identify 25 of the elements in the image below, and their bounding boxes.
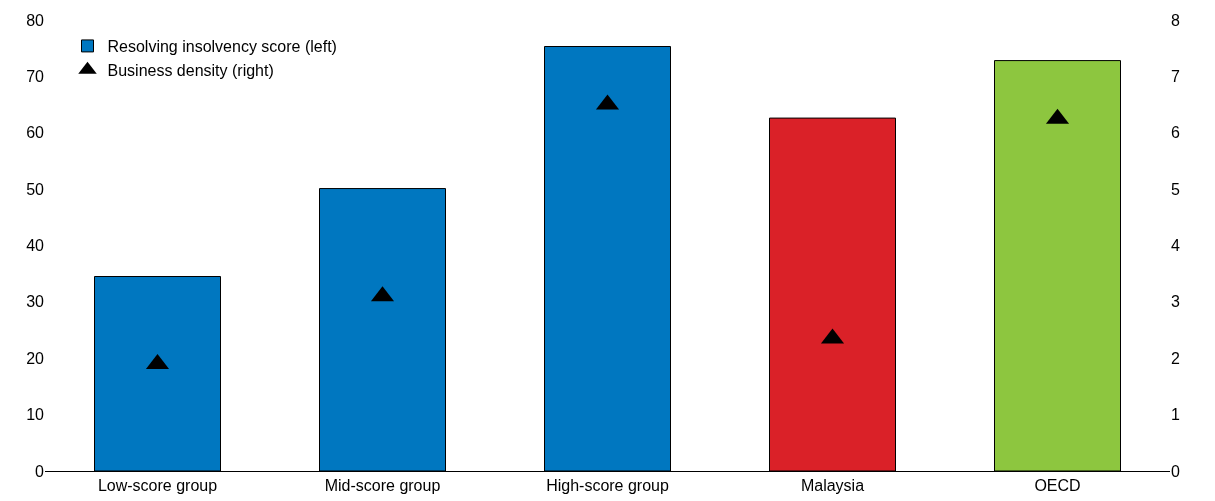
y-tick-label: 0 [35, 462, 45, 480]
y-tick-label: 40 [26, 237, 45, 255]
y-tick-label: 80 [26, 11, 45, 29]
x-tick-label: High-score group [546, 477, 669, 495]
y2-tick-label: 5 [1171, 180, 1180, 198]
legend-label: Resolving insolvency score (left) [107, 38, 337, 56]
y2-tick-label: 3 [1171, 293, 1180, 311]
y-tick-label: 70 [26, 67, 45, 85]
y2-tick-label: 7 [1171, 67, 1180, 85]
x-tick-label: OECD [1034, 477, 1081, 495]
y2-tick-label: 4 [1171, 237, 1180, 255]
y-tick-label: 60 [26, 124, 45, 142]
y2-tick-label: 6 [1171, 124, 1180, 142]
y-tick-label: 20 [26, 349, 45, 367]
y-tick-label: 30 [26, 293, 45, 311]
y-tick-label: 10 [26, 406, 45, 424]
y2-tick-label: 2 [1171, 349, 1180, 367]
x-tick-label: Mid-score group [324, 477, 441, 495]
legend-label: Business density (right) [107, 61, 274, 79]
y-tick-label: 50 [26, 180, 45, 198]
y2-tick-label: 1 [1171, 406, 1180, 424]
y2-tick-label: 8 [1171, 11, 1180, 29]
y2-tick-label: 0 [1171, 462, 1180, 480]
x-tick-label: Malaysia [800, 477, 865, 495]
x-tick-label: Low-score group [97, 477, 218, 495]
